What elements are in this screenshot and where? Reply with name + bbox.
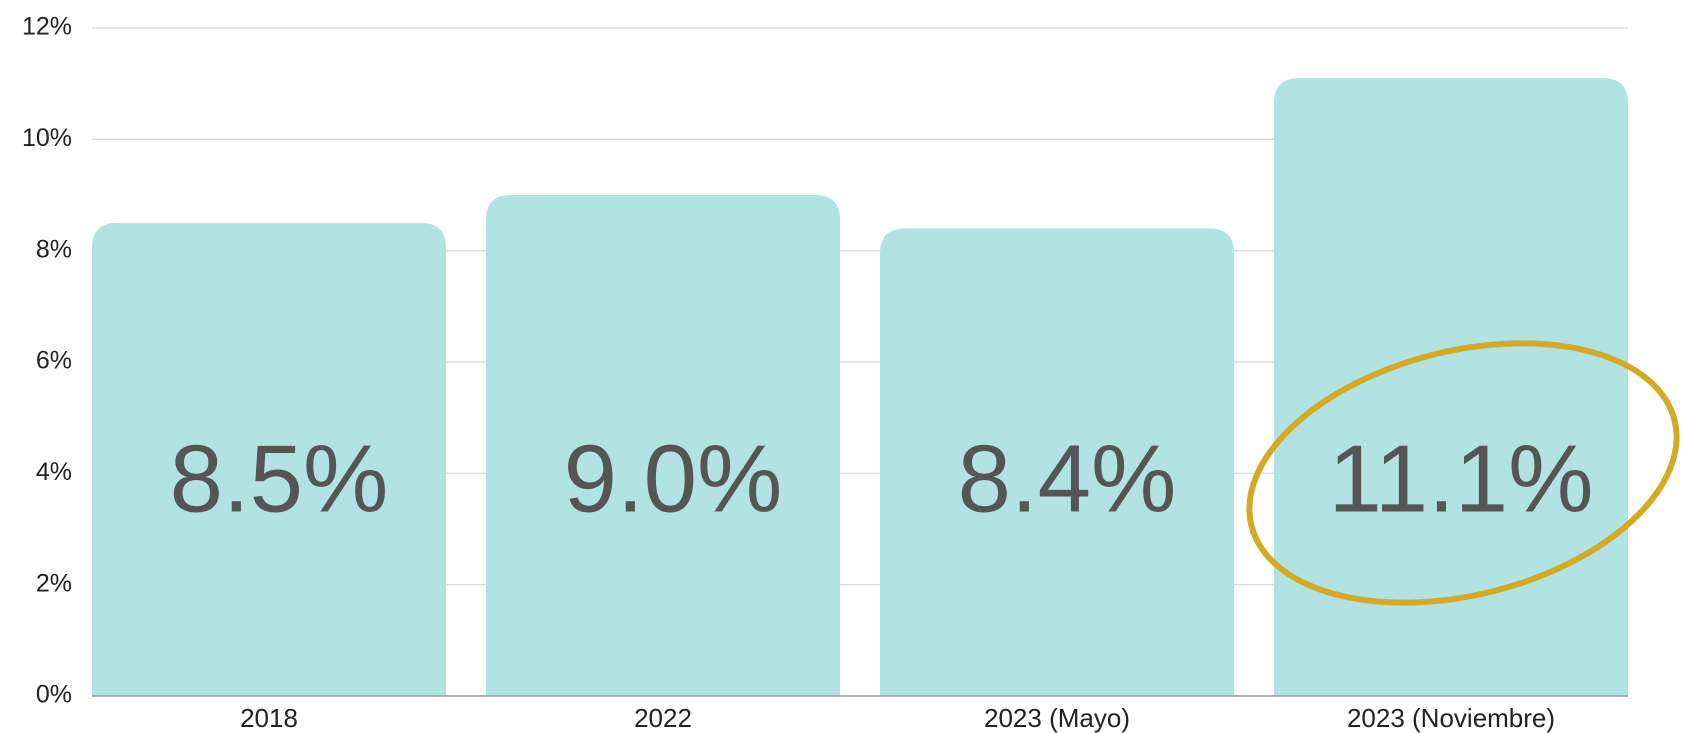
y-tick-label: 8% (36, 235, 72, 263)
bar (1274, 78, 1628, 696)
x-tick-label: 2018 (240, 703, 298, 733)
y-tick-label: 0% (36, 681, 72, 709)
x-tick-label: 2023 (Noviembre) (1347, 703, 1555, 733)
value-label: 11.1% (1328, 425, 1593, 532)
x-tick-label: 2023 (Mayo) (984, 703, 1130, 733)
y-tick-label: 10% (22, 124, 72, 152)
y-tick-label: 4% (36, 458, 72, 486)
value-label: 8.5% (170, 425, 389, 532)
value-label: 9.0% (564, 425, 783, 532)
value-label: 8.4% (958, 425, 1177, 532)
y-tick-label: 2% (36, 569, 72, 597)
y-tick-label: 6% (36, 347, 72, 375)
chart: 0% 2% 4% 6% 8% 10% 12% 8.5% 2018 9.0% 2022 8.4% 2023… (0, 0, 1683, 733)
x-tick-label: 2022 (634, 703, 692, 733)
y-tick-label: 12% (22, 13, 72, 41)
